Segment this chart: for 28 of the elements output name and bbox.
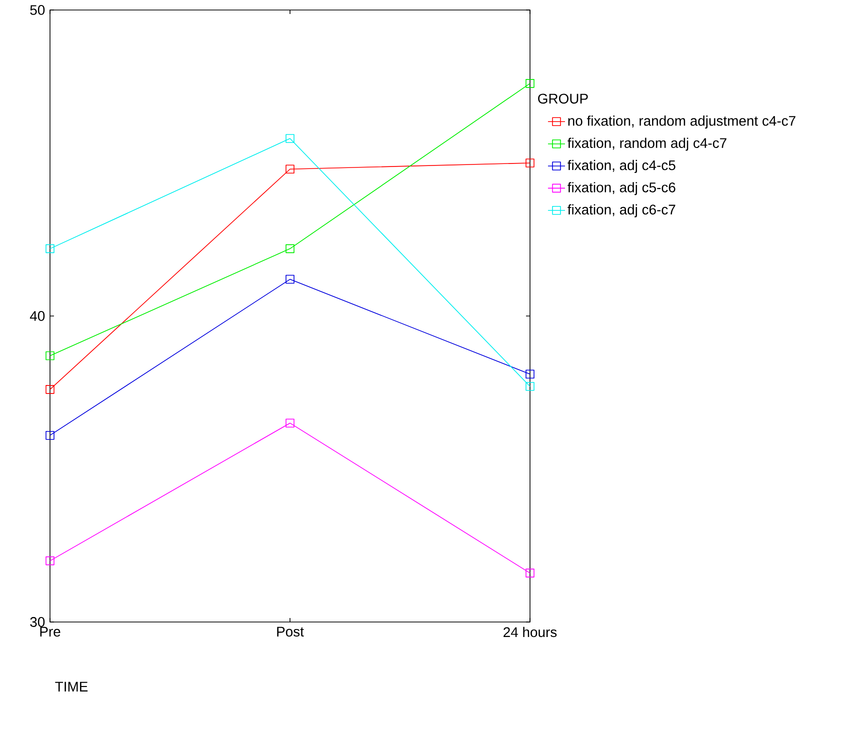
point <box>526 382 534 391</box>
point <box>46 244 54 254</box>
legend-label: fixation, adj c4-c5 <box>568 160 676 173</box>
y-tick-label: 50 <box>30 5 45 15</box>
point <box>46 351 54 360</box>
legend-label: fixation, adj c5-c6 <box>568 182 676 196</box>
point <box>526 79 534 88</box>
point <box>526 568 534 578</box>
point <box>286 274 294 284</box>
point <box>526 370 534 379</box>
point <box>46 430 54 440</box>
point <box>286 134 294 143</box>
legend-title: GROUP <box>538 94 588 104</box>
x-tick-label: Pre <box>40 626 60 637</box>
legend-label: no fixation, random adjustment c4-c7 <box>568 116 796 129</box>
point <box>46 385 54 394</box>
y-tick-label: 30 <box>30 617 45 627</box>
point <box>526 158 534 168</box>
point <box>286 164 294 174</box>
legend-label: fixation, random adj c4-c7 <box>568 138 726 151</box>
point <box>46 556 54 566</box>
x-tick-label: Post <box>277 626 304 637</box>
y-tick-label: 40 <box>30 311 45 321</box>
point <box>286 244 294 254</box>
x-tick-label: 24 hours <box>504 626 557 638</box>
legend-label: fixation, adj c6-c7 <box>568 204 676 218</box>
x-axis-title: TIME <box>55 682 88 692</box>
point <box>286 418 294 428</box>
